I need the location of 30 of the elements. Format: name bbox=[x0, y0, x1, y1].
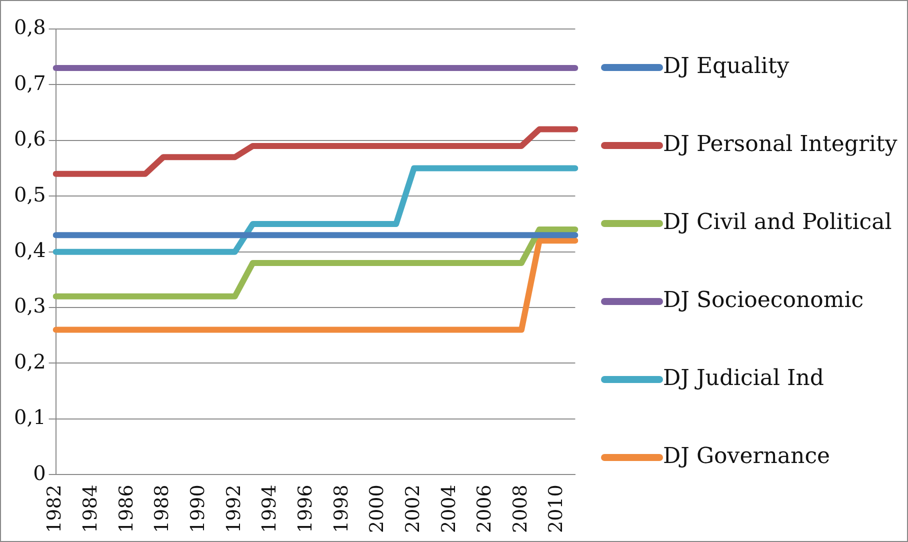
y-tick-label: 0 bbox=[33, 460, 46, 485]
x-tick-label: 1992 bbox=[222, 484, 245, 534]
x-tick-label: 1998 bbox=[330, 484, 352, 534]
x-tick-label: 2004 bbox=[438, 484, 460, 534]
x-tick-label: 1982 bbox=[44, 484, 66, 534]
x-tick-label: 2006 bbox=[474, 484, 496, 534]
y-tick-label: 0,1 bbox=[14, 405, 46, 430]
y-tick-label: 0,2 bbox=[14, 349, 46, 374]
legend-label: DJ Socioeconomic bbox=[663, 287, 864, 315]
y-tick-label: 0,6 bbox=[14, 126, 46, 151]
y-tick-label: 0,3 bbox=[14, 294, 46, 318]
y-tick-label: 0,5 bbox=[14, 182, 46, 206]
legend-label: DJ Governance bbox=[663, 443, 830, 471]
y-tick-label: 0,8 bbox=[14, 15, 46, 40]
legend-label: DJ Judicial Ind bbox=[663, 365, 824, 393]
legend-label: DJ Personal Integrity bbox=[663, 131, 898, 159]
x-tick-label: 1996 bbox=[294, 484, 316, 534]
x-tick-label: 2002 bbox=[402, 484, 424, 534]
x-tick-label: 2000 bbox=[366, 484, 388, 534]
legend-label: DJ Civil and Political bbox=[663, 209, 892, 237]
x-tick-label: 1994 bbox=[258, 484, 281, 534]
x-tick-label: 1986 bbox=[115, 484, 138, 534]
x-tick-label: 1984 bbox=[80, 484, 102, 534]
x-tick-label: 2008 bbox=[509, 484, 532, 534]
legend-label: DJ Equality bbox=[663, 53, 790, 81]
x-tick-label: 1988 bbox=[151, 484, 174, 534]
x-tick-label: 1990 bbox=[187, 484, 210, 534]
y-tick-label: 0,4 bbox=[14, 238, 46, 262]
y-tick-label: 0,7 bbox=[14, 70, 46, 95]
x-tick-label: 2010 bbox=[545, 484, 568, 534]
